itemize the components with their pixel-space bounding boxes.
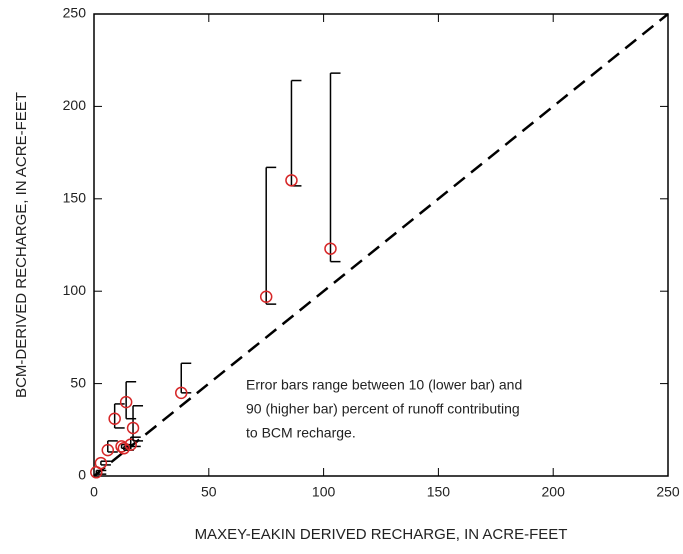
point <box>119 395 133 409</box>
x-tick-label: 250 <box>656 484 680 500</box>
point <box>94 456 108 470</box>
one-to-one-line <box>93 13 669 477</box>
y-tick-label: 250 <box>63 5 87 21</box>
point <box>124 438 137 451</box>
x-axis-label: MAXEY-EAKIN DERIVED RECHARGE, IN ACRE-FE… <box>195 526 568 543</box>
y-tick-label: 0 <box>78 467 86 483</box>
plot-frame <box>93 13 669 477</box>
y-tick-label: 150 <box>63 190 87 206</box>
point <box>324 242 337 255</box>
annotation: Error bars range between 10 (lower bar) … <box>246 377 522 393</box>
point <box>174 386 188 400</box>
point <box>285 174 298 187</box>
annotation: 90 (higher bar) percent of runoff contri… <box>246 401 520 417</box>
x-tick-label: 200 <box>542 484 566 500</box>
x-tick-label: 100 <box>312 484 336 500</box>
x-tick-label: 0 <box>90 484 98 500</box>
y-axis-label: BCM-DERIVED RECHARGE, IN ACRE-FEET <box>13 92 30 398</box>
point <box>108 412 121 425</box>
x-tick-label: 150 <box>427 484 451 500</box>
y-tick-label: 100 <box>63 282 87 298</box>
point <box>126 421 140 435</box>
point <box>259 290 273 303</box>
x-tick-label: 50 <box>201 484 217 500</box>
annotation: to BCM recharge. <box>246 425 356 441</box>
y-tick-label: 50 <box>70 374 86 390</box>
y-tick-label: 200 <box>63 97 87 113</box>
point <box>101 443 115 457</box>
point <box>117 442 131 455</box>
